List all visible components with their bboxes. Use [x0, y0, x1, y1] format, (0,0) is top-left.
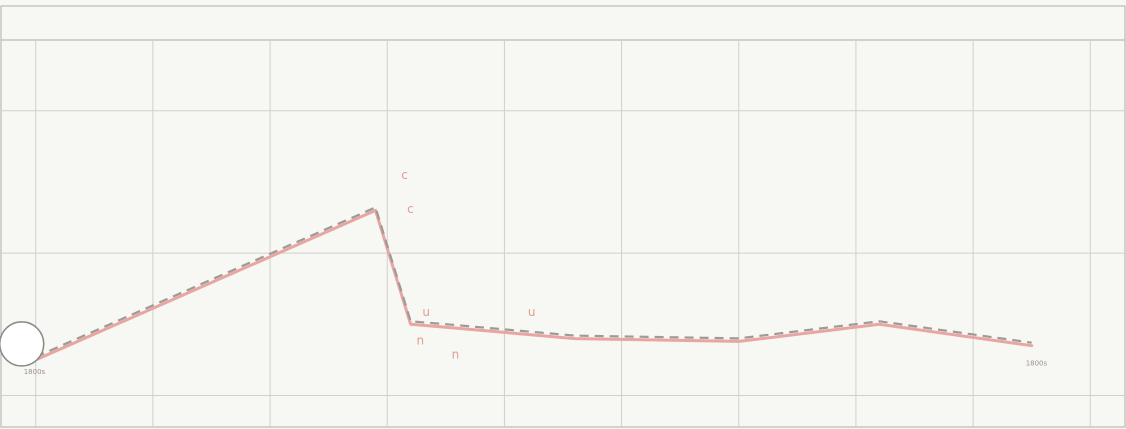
series-line [34, 208, 1034, 362]
chart-border [0, 5, 1126, 428]
point-glyph: n [452, 347, 460, 361]
point-glyph: n [417, 333, 425, 347]
marks-group: ccu unn [0, 168, 536, 367]
series-line-dashed [35, 206, 1032, 358]
chart-frame [0, 5, 1126, 428]
labels-group: 1800s 1800s [24, 360, 1048, 376]
point-glyph: u [528, 305, 536, 319]
point-glyph: u [422, 305, 430, 319]
grid [1, 40, 1125, 427]
start-point-marker [0, 321, 45, 367]
end-label: 1800s [1026, 360, 1048, 368]
series-group [34, 206, 1034, 362]
start-label: 1800s [24, 368, 46, 376]
point-glyph: c [401, 168, 408, 182]
point-glyph: c [407, 202, 414, 216]
